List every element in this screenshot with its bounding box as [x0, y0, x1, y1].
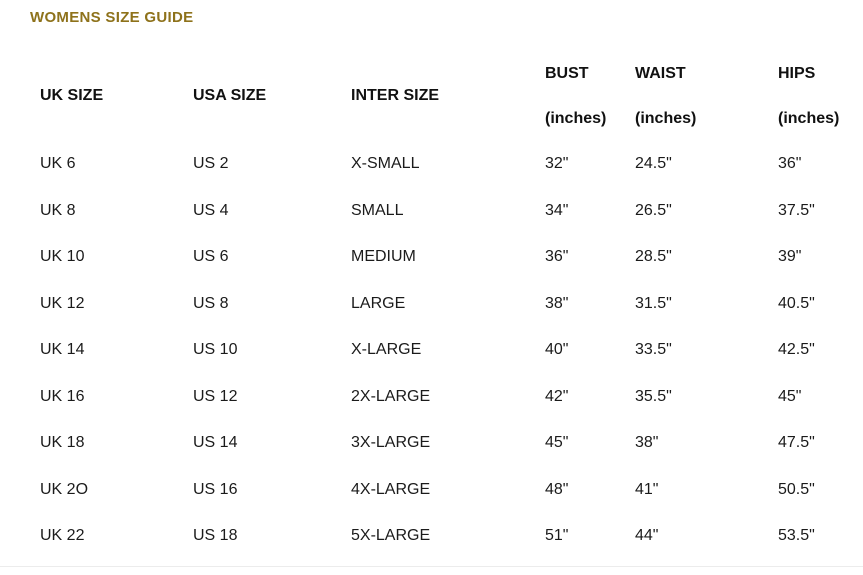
table-cell: 45"	[545, 434, 569, 452]
table-cell: US 14	[193, 434, 238, 452]
table-cell: 45"	[778, 387, 802, 405]
size-table: UK SIZE USA SIZE INTER SIZE BUST (inches) WAI…	[40, 51, 839, 560]
table-cell: 40"	[545, 341, 569, 359]
column-sublabel: (inches)	[545, 109, 607, 127]
table-cell: 37.5"	[778, 201, 815, 219]
table-cell: 32"	[545, 155, 569, 173]
table-cell: 50.5"	[778, 480, 815, 498]
table-cell: 53.5"	[778, 527, 815, 545]
table-cell: 24.5"	[635, 155, 672, 173]
size-table-header: UK SIZE USA SIZE INTER SIZE BUST (inches) WAI…	[40, 51, 839, 141]
table-cell: UK 2O	[40, 480, 89, 498]
size-table-body: UK 6 US 2 X-SMALL 32" 24.5" 36" UK 8 US 4 SMALL 3…	[40, 141, 836, 560]
table-cell: SMALL	[351, 201, 404, 219]
table-cell: 34"	[545, 201, 569, 219]
table-cell: 51"	[545, 527, 569, 545]
column-label: HIPS	[778, 64, 816, 82]
column-header-bust: BUST (inches)	[545, 51, 635, 141]
table-cell: UK 16	[40, 387, 85, 405]
table-cell: 5X-LARGE	[351, 527, 431, 545]
column-label: BUST	[545, 64, 589, 82]
table-cell: UK 14	[40, 341, 85, 359]
table-cell: 33.5"	[635, 341, 672, 359]
column-label: UK SIZE	[40, 87, 104, 104]
table-cell: US 16	[193, 480, 238, 498]
table-cell: LARGE	[351, 294, 406, 312]
table-cell: 44"	[635, 527, 659, 545]
column-header-usa-size: USA SIZE	[193, 51, 351, 141]
table-cell: 36"	[545, 248, 569, 266]
table-cell: 39"	[778, 248, 802, 266]
column-sublabel: (inches)	[635, 109, 697, 127]
table-cell: 41"	[635, 480, 659, 498]
table-cell: X-LARGE	[351, 341, 422, 359]
table-cell: US 2	[193, 155, 229, 173]
table-cell: 31.5"	[635, 294, 672, 312]
table-cell: 38"	[635, 434, 659, 452]
table-cell: 48"	[545, 480, 569, 498]
column-header-inter-size: INTER SIZE	[351, 51, 545, 141]
table-cell: UK 10	[40, 248, 85, 266]
column-label: INTER SIZE	[351, 87, 440, 104]
column-header-uk-size: UK SIZE	[40, 51, 193, 141]
table-cell: 36"	[778, 155, 802, 173]
table-cell: 40.5"	[778, 294, 815, 312]
table-cell: US 4	[193, 201, 229, 219]
table-cell: 38"	[545, 294, 569, 312]
table-cell: 3X-LARGE	[351, 434, 431, 452]
table-cell: 35.5"	[635, 387, 672, 405]
table-cell: UK 8	[40, 201, 76, 219]
table-cell: 42.5"	[778, 341, 815, 359]
table-cell: 42"	[545, 387, 569, 405]
table-cell: 26.5"	[635, 201, 672, 219]
table-cell: 47.5"	[778, 434, 815, 452]
table-cell: MEDIUM	[351, 248, 416, 266]
table-cell: X-SMALL	[351, 155, 420, 173]
column-label: USA SIZE	[193, 87, 267, 104]
table-cell: UK 6	[40, 155, 76, 173]
table-cell: US 6	[193, 248, 229, 266]
table-cell: UK 18	[40, 434, 85, 452]
table-cell: 28.5"	[635, 248, 672, 266]
column-label: WAIST	[635, 64, 686, 82]
table-cell: 4X-LARGE	[351, 480, 431, 498]
table-cell: US 8	[193, 294, 229, 312]
table-cell: US 12	[193, 387, 238, 405]
column-header-waist: WAIST (inches)	[635, 51, 778, 141]
column-header-hips: HIPS (inches)	[778, 51, 839, 141]
page-title: WOMENS SIZE GUIDE	[30, 9, 194, 26]
table-cell: US 10	[193, 341, 238, 359]
table-cell: UK 22	[40, 527, 85, 545]
bottom-divider	[0, 566, 863, 567]
table-cell: US 18	[193, 527, 238, 545]
table-cell: 2X-LARGE	[351, 387, 431, 405]
column-sublabel: (inches)	[778, 109, 840, 127]
table-cell: UK 12	[40, 294, 85, 312]
